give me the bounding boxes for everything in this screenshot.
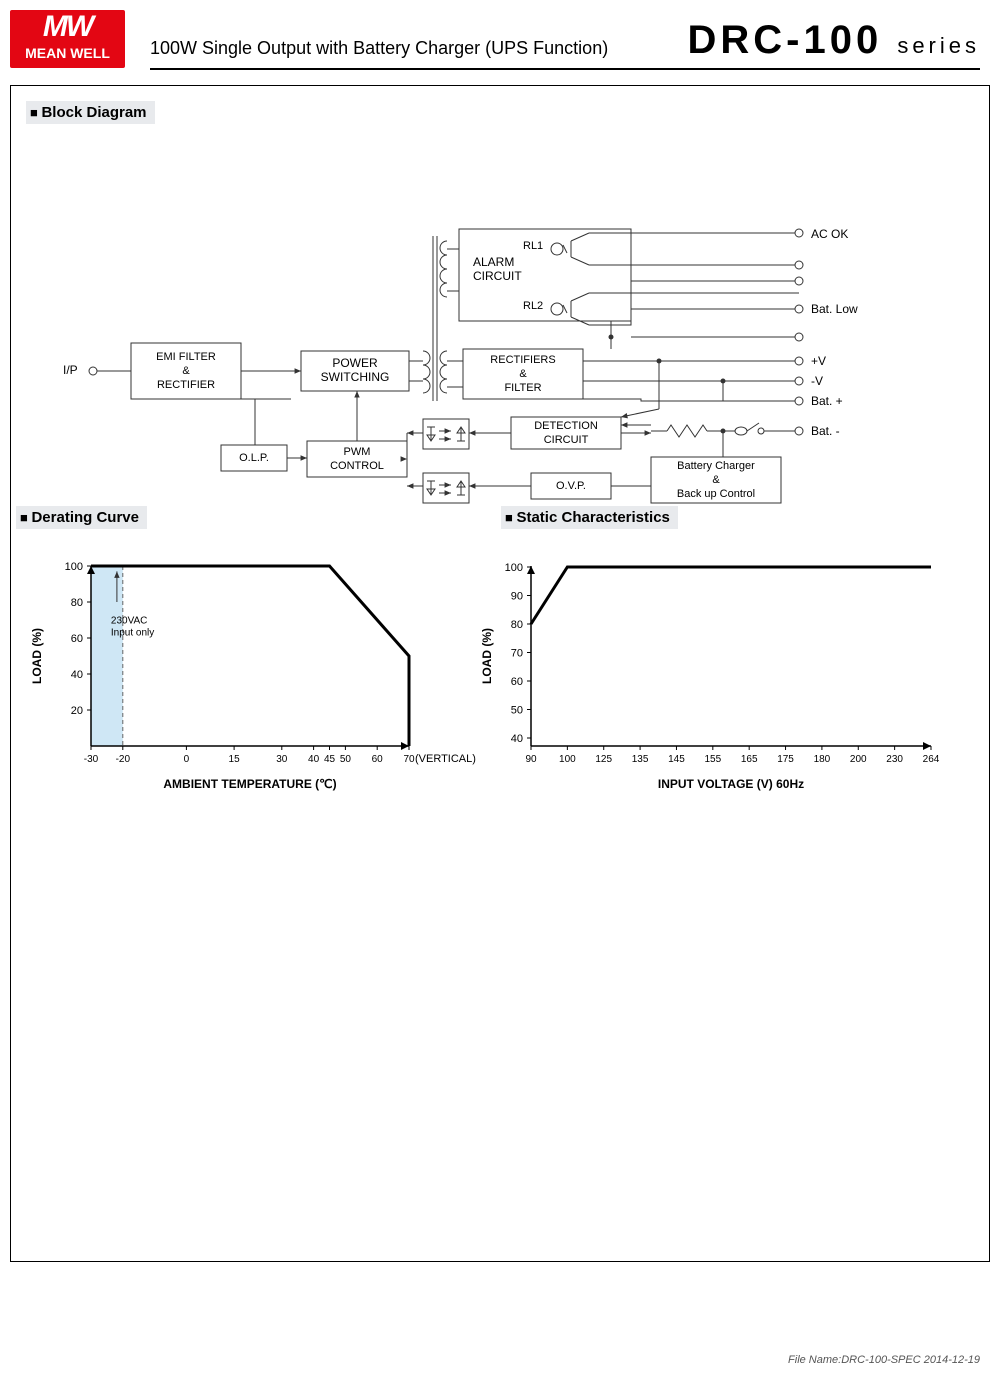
svg-text:Bat. Low: Bat. Low — [811, 302, 858, 316]
svg-text:0: 0 — [184, 754, 190, 765]
svg-text:80: 80 — [511, 619, 523, 631]
svg-text:145: 145 — [668, 754, 685, 765]
svg-text:I/P: I/P — [63, 363, 78, 377]
header-rule — [150, 68, 980, 70]
section-derating-title: Derating Curve — [16, 506, 147, 529]
svg-text:AC OK: AC OK — [811, 227, 848, 241]
subtitle: 100W Single Output with Battery Charger … — [150, 38, 608, 59]
section-block-diagram-title: Block Diagram — [26, 101, 155, 124]
svg-text:230VACInput only: 230VACInput only — [111, 616, 154, 639]
svg-text:70: 70 — [403, 754, 415, 765]
header: MW MEAN WELL 100W Single Output with Bat… — [10, 10, 990, 70]
svg-text:LOAD (%): LOAD (%) — [480, 628, 494, 684]
svg-text:40: 40 — [308, 754, 320, 765]
svg-text:60: 60 — [372, 754, 384, 765]
svg-text:Bat. +: Bat. + — [811, 394, 843, 408]
svg-text:+V: +V — [811, 354, 826, 368]
svg-text:50: 50 — [511, 705, 523, 717]
svg-text:40: 40 — [511, 733, 523, 745]
svg-text:15: 15 — [229, 754, 241, 765]
svg-text:155: 155 — [704, 754, 721, 765]
svg-text:100: 100 — [559, 754, 576, 765]
svg-text:230: 230 — [886, 754, 903, 765]
svg-text:180: 180 — [814, 754, 831, 765]
svg-text:LOAD (%): LOAD (%) — [30, 628, 44, 684]
page: MW MEAN WELL 100W Single Output with Bat… — [0, 0, 1000, 1396]
svg-text:100: 100 — [65, 561, 83, 573]
svg-text:125: 125 — [595, 754, 612, 765]
svg-text:40: 40 — [71, 669, 83, 681]
svg-text:-30: -30 — [84, 754, 99, 765]
brand-top: MW — [10, 10, 125, 44]
model-title: DRC-100 series — [687, 18, 980, 63]
svg-text:20: 20 — [71, 705, 83, 717]
svg-text:(VERTICAL): (VERTICAL) — [415, 753, 476, 765]
section-static-title: Static Characteristics — [501, 506, 678, 529]
svg-text:165: 165 — [741, 754, 758, 765]
series-label: series — [897, 33, 980, 58]
svg-text:80: 80 — [71, 597, 83, 609]
svg-text:AMBIENT TEMPERATURE (℃): AMBIENT TEMPERATURE (℃) — [163, 777, 336, 791]
svg-text:135: 135 — [632, 754, 649, 765]
svg-text:INPUT VOLTAGE (V) 60Hz: INPUT VOLTAGE (V) 60Hz — [658, 777, 804, 791]
svg-text:RL1: RL1 — [523, 240, 543, 252]
svg-text:RL2: RL2 — [523, 300, 543, 312]
svg-text:-20: -20 — [116, 754, 131, 765]
svg-text:90: 90 — [511, 591, 523, 603]
svg-text:45: 45 — [324, 754, 336, 765]
svg-text:264: 264 — [923, 754, 940, 765]
model-name: DRC-100 — [687, 18, 882, 62]
svg-text:-V: -V — [811, 374, 823, 388]
static-chart: 40 50 60 70 80 90 100 90 100 125 135 145 155 165 175 18… — [471, 536, 971, 826]
content-frame: Block Diagram I/PEMI FILTER&RECTIFIERPOW… — [10, 85, 990, 1262]
svg-text:200: 200 — [850, 754, 867, 765]
svg-text:60: 60 — [511, 676, 523, 688]
brand-logo: MW MEAN WELL — [10, 10, 125, 68]
derating-chart: 20 40 60 80 100 -30 -20 0 15 30 40 45 50 60 70 230VACIn… — [11, 536, 481, 826]
svg-text:30: 30 — [276, 754, 288, 765]
brand-bottom: MEAN WELL — [10, 44, 125, 62]
svg-text:175: 175 — [777, 754, 794, 765]
footer-text: File Name:DRC-100-SPEC 2014-12-19 — [788, 1354, 980, 1366]
svg-text:90: 90 — [525, 754, 537, 765]
block-diagram: I/PEMI FILTER&RECTIFIERPOWERSWITCHINGALA… — [11, 141, 989, 541]
svg-text:100: 100 — [505, 562, 523, 574]
svg-text:60: 60 — [71, 633, 83, 645]
svg-text:Bat. -: Bat. - — [811, 424, 840, 438]
svg-text:50: 50 — [340, 754, 352, 765]
svg-text:O.V.P.: O.V.P. — [556, 480, 586, 492]
svg-text:70: 70 — [511, 648, 523, 660]
svg-text:O.L.P.: O.L.P. — [239, 452, 269, 464]
